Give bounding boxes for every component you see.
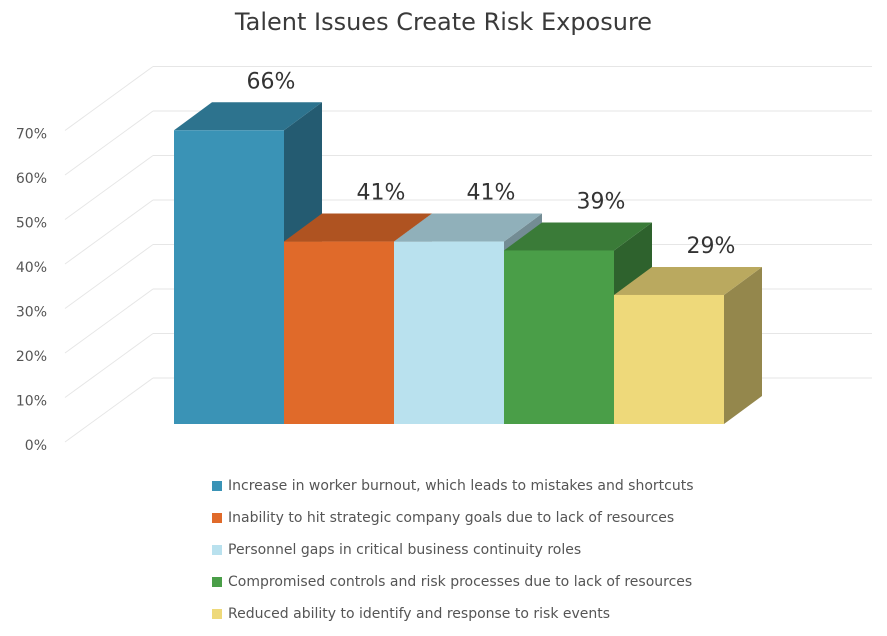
chart-title: Talent Issues Create Risk Exposure: [234, 8, 653, 36]
data-label: 41%: [357, 181, 406, 206]
bar: [284, 241, 394, 424]
gridline: [64, 199, 154, 265]
data-label: 29%: [687, 234, 736, 259]
bar-side: [724, 266, 762, 424]
legend-swatch: [212, 545, 222, 555]
bar: [174, 130, 284, 425]
bar: [394, 241, 504, 424]
legend: Increase in worker burnout, which leads …: [212, 470, 694, 630]
y-tick-label: 10%: [16, 394, 47, 410]
bar-top: [614, 266, 762, 295]
legend-item: Increase in worker burnout, which leads …: [212, 470, 694, 502]
legend-swatch: [212, 577, 222, 587]
gridline: [64, 155, 154, 220]
bar-top: [504, 222, 652, 251]
legend-label: Increase in worker burnout, which leads …: [228, 478, 694, 494]
y-tick-label: 20%: [16, 349, 47, 365]
gridline: [64, 288, 154, 354]
gridline: [64, 333, 154, 398]
y-tick-label: 60%: [16, 171, 47, 187]
bar: [614, 294, 724, 424]
legend-label: Personnel gaps in critical business cont…: [228, 542, 582, 558]
y-tick-label: 50%: [16, 216, 47, 232]
legend-swatch: [212, 513, 222, 523]
legend-item: Reduced ability to identify and response…: [212, 598, 694, 630]
legend-item: Personnel gaps in critical business cont…: [212, 534, 694, 566]
gridline: [64, 110, 154, 176]
y-tick-label: 0%: [25, 438, 47, 454]
gridline: [64, 244, 154, 309]
data-label: 39%: [577, 189, 626, 214]
bar-top: [394, 213, 542, 242]
data-label: 66%: [247, 69, 296, 94]
legend-swatch: [212, 609, 222, 619]
bar: [504, 250, 614, 424]
y-tick-label: 30%: [16, 305, 47, 321]
legend-item: Inability to hit strategic company goals…: [212, 502, 694, 534]
y-tick-label: 40%: [16, 260, 47, 276]
legend-item: Compromised controls and risk processes …: [212, 566, 694, 598]
bar-top: [284, 213, 432, 242]
legend-swatch: [212, 481, 222, 491]
gridline: [64, 377, 154, 443]
bar-chart: 0% 10% 20% 30% 40% 50% 60% 70% 66% 41% 41% 39% 29%: [16, 66, 872, 454]
legend-label: Reduced ability to identify and response…: [228, 606, 611, 622]
legend-label: Compromised controls and risk processes …: [228, 574, 693, 590]
y-tick-label: 70%: [16, 127, 47, 143]
gridline: [64, 66, 154, 131]
bar-top: [174, 102, 322, 131]
data-label: 41%: [467, 181, 516, 206]
legend-label: Inability to hit strategic company goals…: [228, 510, 675, 526]
